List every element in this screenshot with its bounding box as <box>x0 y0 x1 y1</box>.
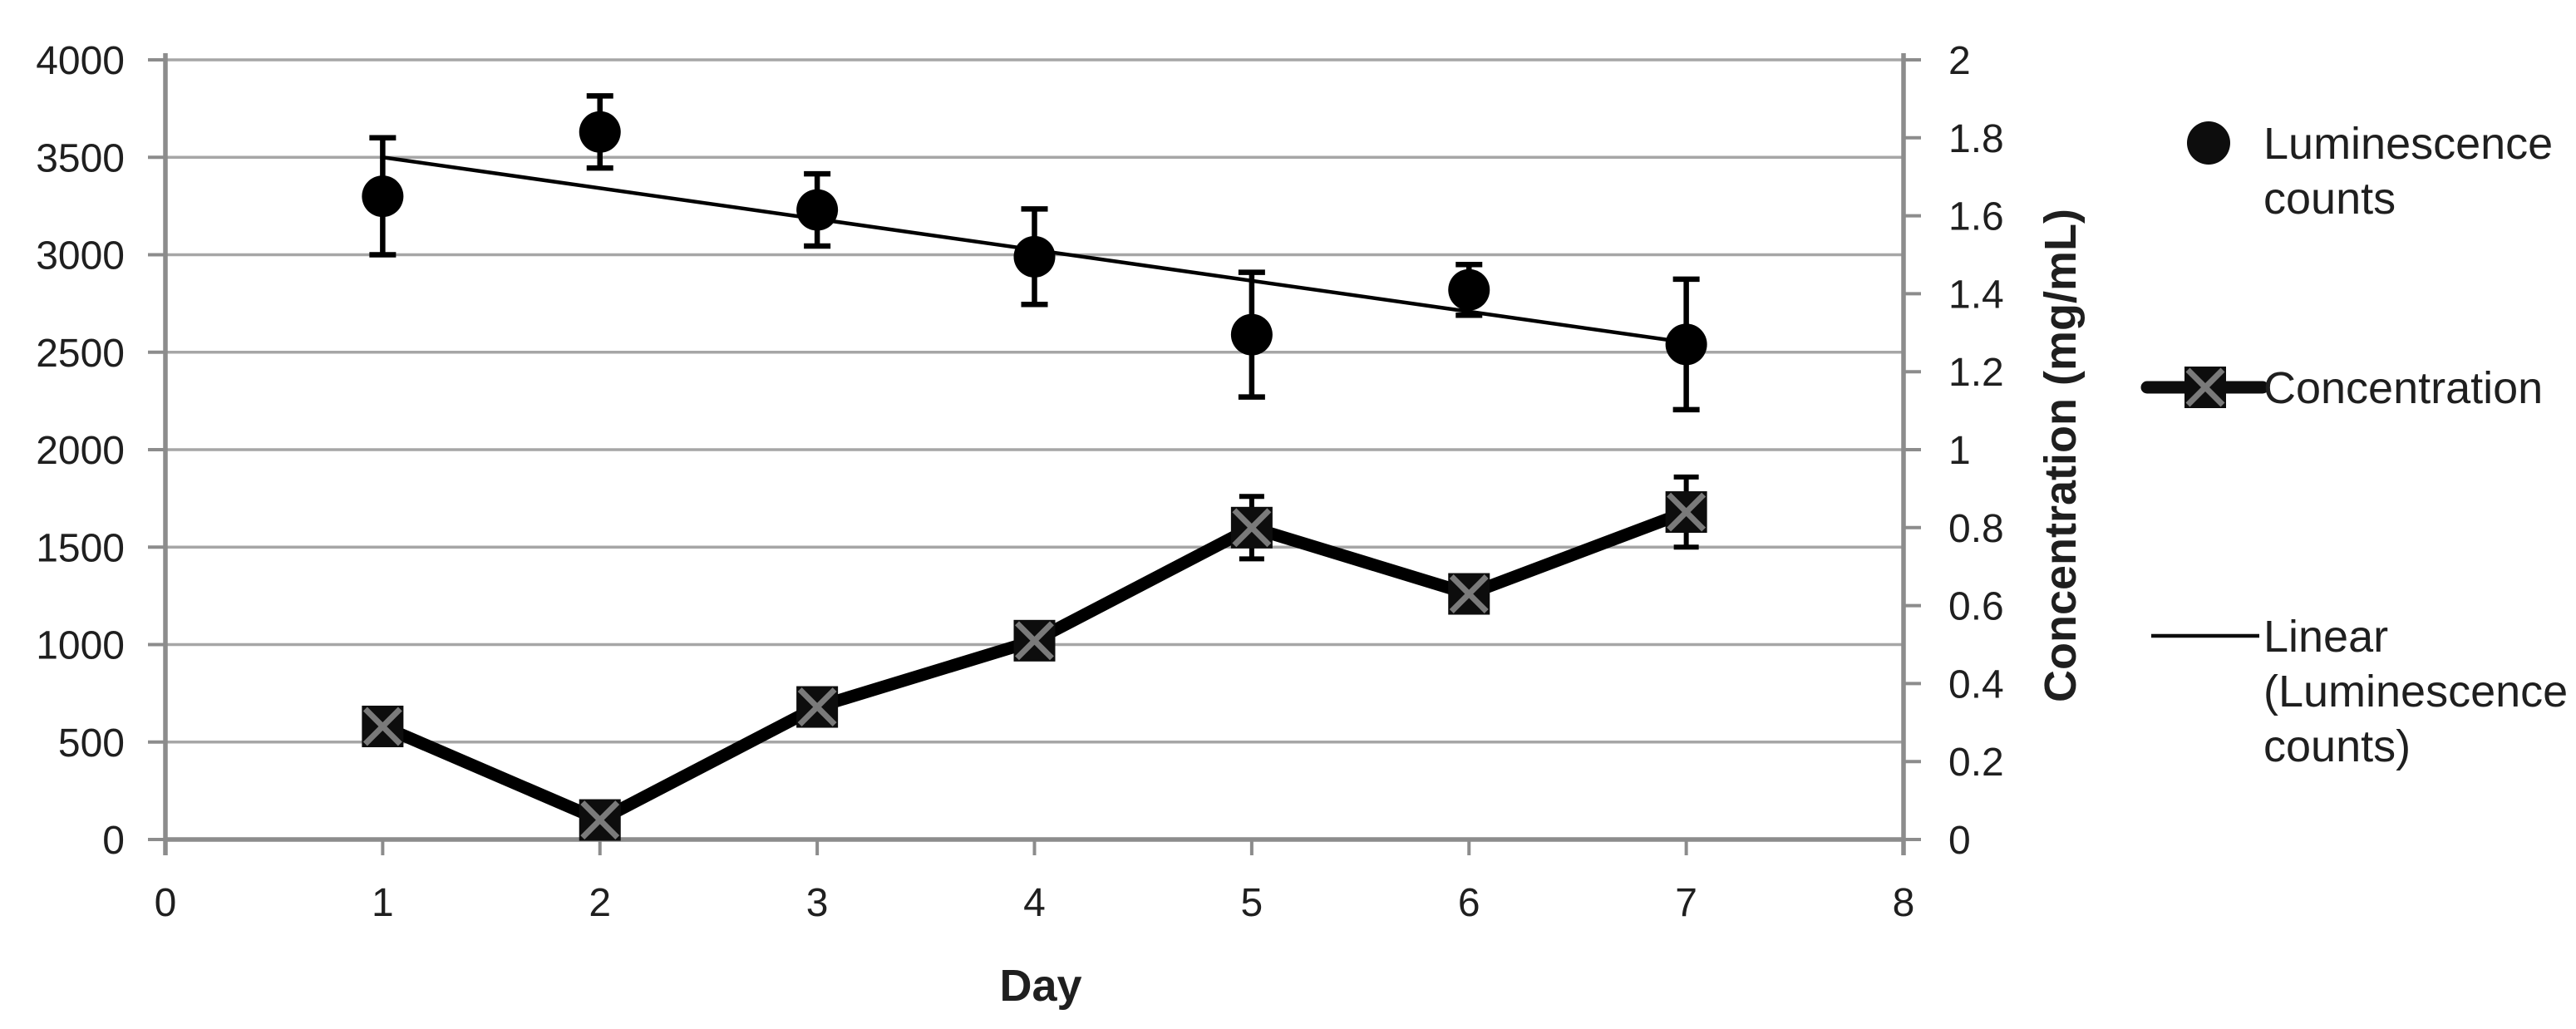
right-axis-tick-label: 0.4 <box>1948 662 2004 707</box>
legend-label-linear-line2: (Luminescence <box>2263 667 2568 716</box>
x-axis-tick-label: 6 <box>1458 881 1480 925</box>
axes <box>148 53 1921 855</box>
x-axis-tick-label: 0 <box>155 881 177 925</box>
right-axis-tick-label: 1.4 <box>1948 273 2004 317</box>
right-axis-tick-label: 0 <box>1948 819 1971 863</box>
x-axis-tick-label: 3 <box>806 881 829 925</box>
x-axis-title: Day <box>999 961 1081 1011</box>
concentration-marker-cross <box>1667 492 1707 532</box>
luminescence-data-point <box>1013 235 1056 278</box>
concentration-marker-cross <box>1449 574 1489 614</box>
luminescence-data-point <box>362 175 404 218</box>
legend-label-linear-line1: Linear <box>2263 612 2388 662</box>
right-axis-tick-label: 1.6 <box>1948 195 2004 239</box>
left-axis-tick-label: 3000 <box>36 234 125 278</box>
x-axis-tick-label: 7 <box>1675 881 1697 925</box>
x-axis-tick-label: 1 <box>372 881 394 925</box>
right-axis-tick-label: 1.2 <box>1948 351 2004 395</box>
legend-label-luminescence-line1: Luminescence <box>2263 119 2553 169</box>
right-axis-tick-label: 2 <box>1948 39 1971 83</box>
legend: Luminescence counts Concentration Linear… <box>2140 119 2568 771</box>
left-axis-tick-label: 2500 <box>36 332 125 376</box>
right-axis-tick-label: 0.2 <box>1948 741 2004 785</box>
concentration-marker-cross <box>797 687 837 727</box>
tick-labels: 4000350030002500200015001000500021.81.61… <box>36 39 2004 925</box>
legend-filled-circle-icon <box>2187 121 2230 165</box>
right-axis-tick-label: 0.8 <box>1948 507 2004 551</box>
concentration-line <box>380 506 1689 827</box>
left-axis-tick-label: 1000 <box>36 624 125 668</box>
left-axis-tick-label: 500 <box>58 721 125 766</box>
right-axis-tick-label: 1.8 <box>1948 117 2004 161</box>
concentration-marker-cross <box>362 707 402 746</box>
right-axis-tick-label: 0.6 <box>1948 585 2004 629</box>
luminescence-data-point <box>579 111 621 153</box>
concentration-marker-cross <box>1232 508 1272 548</box>
x-axis-tick-label: 5 <box>1241 881 1263 925</box>
left-axis-tick-label: 1500 <box>36 526 125 570</box>
luminescence-data-point <box>1448 268 1490 311</box>
left-axis-tick-label: 4000 <box>36 39 125 83</box>
legend-label-luminescence-line2: counts <box>2263 174 2396 224</box>
left-axis-tick-label: 2000 <box>36 429 125 473</box>
right-axis-tick-label: 1 <box>1948 429 1971 473</box>
luminescence-data-point <box>1665 323 1707 366</box>
gridlines <box>165 58 1904 841</box>
concentration-marker-cross <box>1015 621 1054 661</box>
x-axis-tick-label: 2 <box>589 881 611 925</box>
x-axis-tick-label: 8 <box>1893 881 1915 925</box>
luminescence-data-point <box>796 189 839 231</box>
legend-label-linear-line3: counts) <box>2263 721 2411 771</box>
left-axis-tick-label: 0 <box>102 819 125 863</box>
left-axis-tick-label: 3500 <box>36 136 125 180</box>
luminescence-data-point <box>1230 313 1273 356</box>
x-axis-tick-label: 4 <box>1023 881 1046 925</box>
concentration-series <box>362 474 1707 841</box>
legend-x-square-cross-stroke <box>2185 367 2225 407</box>
y-axis-title-right: Concentration (mg/mL) <box>2036 209 2086 702</box>
concentration-marker-cross <box>580 800 620 840</box>
legend-label-concentration: Concentration <box>2263 363 2543 413</box>
luminescence-series <box>362 93 1707 413</box>
